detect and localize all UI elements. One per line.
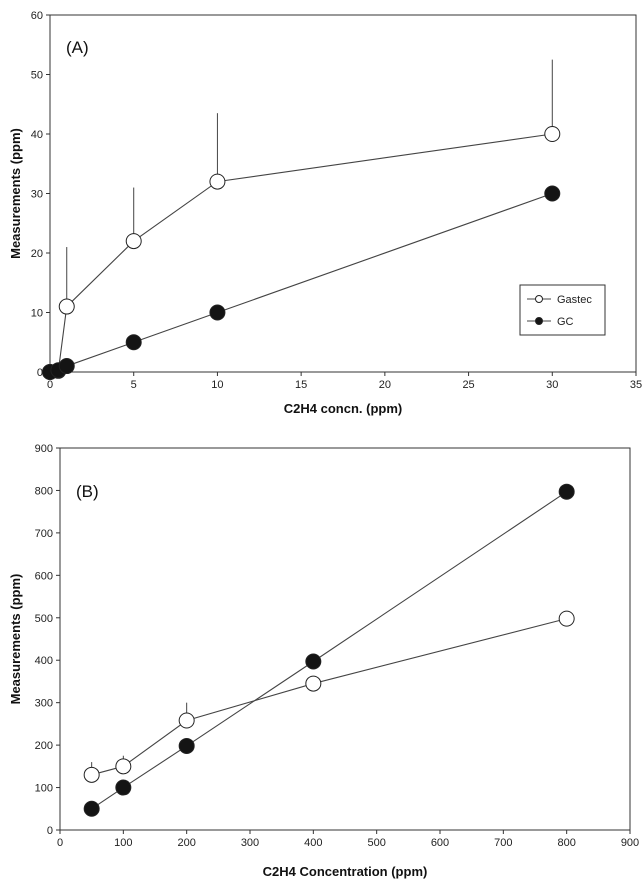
y-axis-title: Measurements (ppm) xyxy=(8,128,23,259)
gastec-series-line xyxy=(91,618,567,776)
y-tick-label: 300 xyxy=(35,698,53,710)
y-tick-label: 500 xyxy=(35,613,53,625)
y-axis-title: Measurements (ppm) xyxy=(8,574,23,705)
gc-point xyxy=(58,358,75,375)
y-tick-label: 60 xyxy=(31,10,43,22)
chart-panel-b: 0 100 200 300 400 500 600 700 800 900 0 100 200 300 40… xyxy=(8,443,639,879)
y-tick-label: 0 xyxy=(37,367,43,379)
gastec-point xyxy=(115,758,132,775)
gastec-point xyxy=(558,610,575,627)
y-tick-label: 800 xyxy=(35,485,53,497)
gc-series-line xyxy=(49,192,553,373)
panel-label: (B) xyxy=(76,482,99,501)
plot-frame xyxy=(59,447,631,831)
gc-point xyxy=(544,185,561,202)
x-tick-label: 900 xyxy=(621,837,639,849)
y-tick-label: 30 xyxy=(31,189,43,201)
y-tick-label: 100 xyxy=(35,783,53,795)
x-tick-label: 20 xyxy=(379,379,391,391)
legend-gc-marker xyxy=(535,317,543,325)
x-tick-label: 400 xyxy=(304,837,322,849)
gc-point xyxy=(125,334,142,351)
gastec-point xyxy=(305,675,322,692)
gc-point xyxy=(178,737,195,754)
x-tick-label: 30 xyxy=(546,379,558,391)
x-tick-label: 300 xyxy=(241,837,259,849)
x-tick-label: 25 xyxy=(462,379,474,391)
x-tick-label: 15 xyxy=(295,379,307,391)
y-tick-label: 10 xyxy=(31,308,43,320)
x-tick-label: 600 xyxy=(431,837,449,849)
legend: Gastec GC xyxy=(519,284,606,336)
x-tick-label: 5 xyxy=(131,379,137,391)
legend-gastec-marker xyxy=(535,295,543,303)
x-tick-label: 100 xyxy=(114,837,132,849)
panel-label: (A) xyxy=(66,38,89,57)
y-tick-label: 700 xyxy=(35,528,53,540)
x-tick-label: 0 xyxy=(47,379,53,391)
x-tick-label: 500 xyxy=(367,837,385,849)
chart-panel-a: 0 5 10 15 20 25 30 35 0 10 20 30 40 50 60 C2H4 concn. (… xyxy=(8,10,642,416)
x-tick-label: 35 xyxy=(630,379,642,391)
x-tick-label: 200 xyxy=(177,837,195,849)
legend-gc-label: GC xyxy=(557,316,574,328)
legend-gastec-label: Gastec xyxy=(557,294,592,306)
y-tick-label: 900 xyxy=(35,443,53,455)
x-tick-label: 10 xyxy=(211,379,223,391)
gc-point xyxy=(209,304,226,321)
y-tick-label: 40 xyxy=(31,129,43,141)
legend-box xyxy=(519,284,606,336)
gastec-point xyxy=(83,766,100,783)
x-tick-label: 700 xyxy=(494,837,512,849)
y-tick-label: 0 xyxy=(47,825,53,837)
gc-point xyxy=(305,653,322,670)
y-tick-label: 400 xyxy=(35,655,53,667)
gastec-point xyxy=(125,233,142,250)
y-tick-label: 50 xyxy=(31,70,43,82)
gc-point xyxy=(83,800,100,817)
gastec-series-line xyxy=(49,133,553,373)
y-tick-label: 200 xyxy=(35,740,53,752)
gastec-point xyxy=(544,126,561,142)
y-tick-label: 20 xyxy=(31,248,43,260)
gastec-point xyxy=(58,298,75,315)
x-axis-title: C2H4 concn. (ppm) xyxy=(284,401,402,416)
gastec-point xyxy=(178,712,195,729)
gc-point xyxy=(115,779,132,796)
y-tick-label: 600 xyxy=(35,570,53,582)
gc-series-line xyxy=(91,491,567,810)
x-tick-label: 0 xyxy=(57,837,63,849)
x-axis-title: C2H4 Concentration (ppm) xyxy=(263,864,428,879)
x-tick-label: 800 xyxy=(557,837,575,849)
gc-point xyxy=(558,483,575,500)
gastec-point xyxy=(209,173,226,190)
